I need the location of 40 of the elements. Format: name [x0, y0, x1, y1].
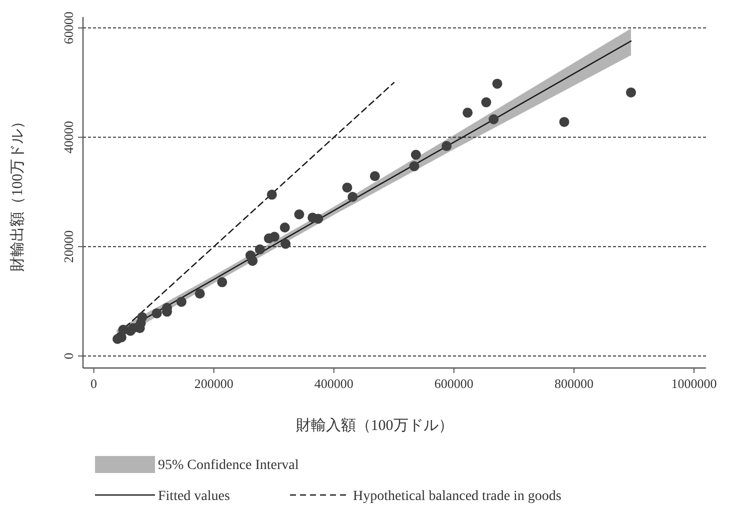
point [152, 308, 162, 318]
point [342, 182, 352, 193]
x-tick-label: 1000000 [671, 376, 717, 391]
legend-label: Fitted values [158, 489, 230, 504]
point [626, 87, 636, 98]
point [194, 288, 205, 299]
point [217, 277, 228, 288]
point [410, 150, 421, 160]
y-tick-label: 20000 [61, 230, 76, 263]
point [280, 238, 291, 249]
point [254, 244, 265, 254]
point [269, 232, 280, 242]
point [409, 161, 420, 172]
point [370, 171, 380, 182]
y-tick-label: 60000 [61, 12, 76, 44]
x-tick-label: 200000 [194, 376, 234, 391]
point [266, 190, 277, 200]
point [559, 116, 570, 127]
point [462, 108, 473, 118]
x-tick-label: 800000 [554, 376, 594, 391]
point [492, 78, 502, 89]
y-axis-title: 財輸出額（100万ドル） [9, 114, 26, 272]
point [137, 312, 148, 322]
point [280, 222, 290, 232]
point [176, 296, 186, 307]
x-tick-label: 600000 [434, 376, 474, 391]
y-tick-label: 40000 [61, 121, 76, 154]
point [348, 192, 358, 202]
x-tick-label: 400000 [314, 376, 354, 391]
point [313, 214, 324, 224]
text: 95% Confidence Interval [158, 458, 299, 473]
point [488, 114, 499, 124]
point [481, 97, 492, 108]
x-axis-title: 財輸入額（100万ドル） [296, 417, 454, 434]
point [442, 141, 452, 152]
legend-label: Hypothetical balanced trade in goods [353, 489, 562, 504]
y-tick-label: 0 [61, 352, 76, 360]
point [248, 256, 258, 266]
point [294, 209, 304, 220]
x-tick-label: 0 [90, 376, 98, 391]
